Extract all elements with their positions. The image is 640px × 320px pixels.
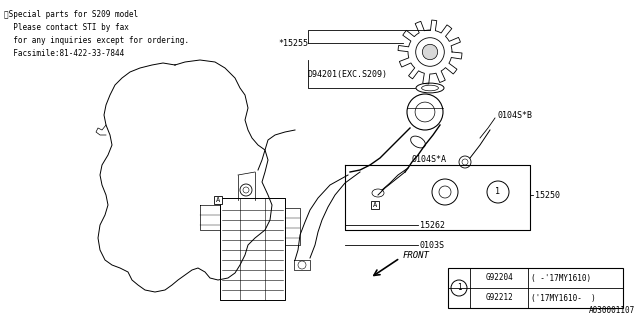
Text: D94201(EXC.S209): D94201(EXC.S209): [308, 70, 388, 79]
Text: 0104S*B: 0104S*B: [497, 110, 532, 119]
Circle shape: [422, 44, 438, 60]
Text: Facsimile:81-422-33-7844: Facsimile:81-422-33-7844: [4, 49, 124, 58]
Text: 15262: 15262: [420, 220, 445, 229]
Text: 0103S: 0103S: [420, 241, 445, 250]
Bar: [448, 268, 623, 308]
Text: FRONT: FRONT: [403, 252, 430, 260]
Text: A: A: [216, 197, 220, 203]
Text: G92212: G92212: [485, 293, 513, 302]
Text: 15250: 15250: [535, 190, 560, 199]
Text: 1: 1: [495, 188, 500, 196]
Text: 0104S*A: 0104S*A: [412, 156, 447, 164]
Text: A: A: [373, 202, 377, 208]
Text: A030001107: A030001107: [589, 306, 635, 315]
Text: 1: 1: [457, 284, 461, 292]
Text: *15255: *15255: [278, 38, 308, 47]
Text: Please contact STI by fax: Please contact STI by fax: [4, 23, 129, 32]
Text: ( -'17MY1610): ( -'17MY1610): [531, 274, 591, 283]
Text: G92204: G92204: [485, 274, 513, 283]
Text: for any inquiries except for ordering.: for any inquiries except for ordering.: [4, 36, 189, 45]
Text: ※Special parts for S209 model: ※Special parts for S209 model: [4, 10, 138, 19]
Text: ('17MY1610-  ): ('17MY1610- ): [531, 293, 596, 302]
